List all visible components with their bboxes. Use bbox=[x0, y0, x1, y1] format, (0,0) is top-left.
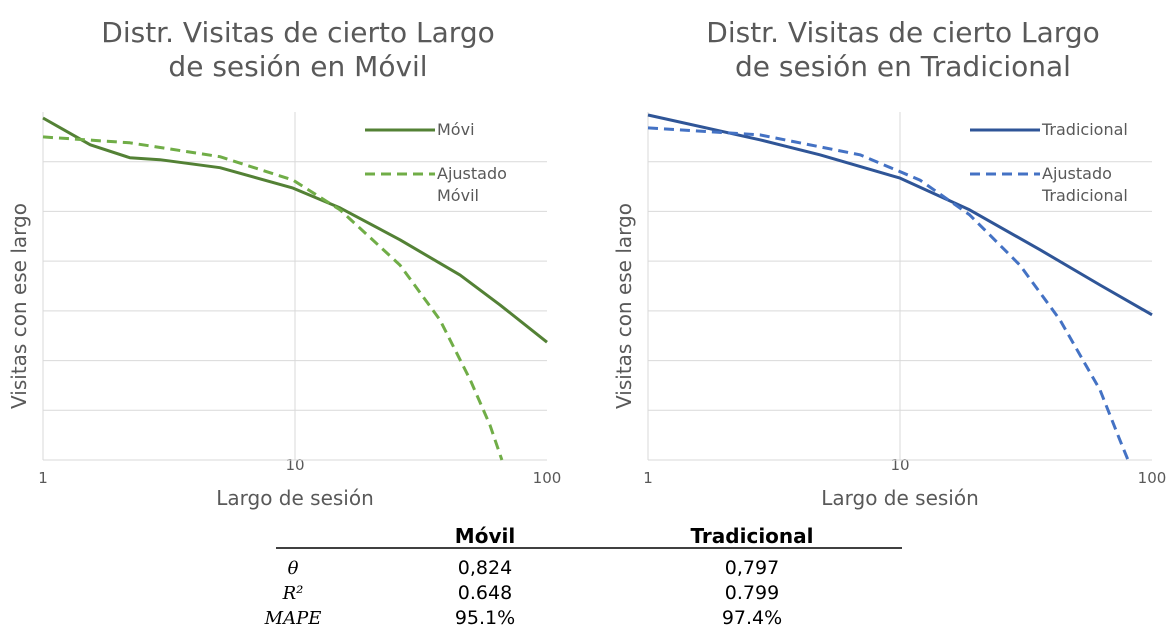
table-cell: 0.648 bbox=[458, 582, 512, 604]
table-cell: 95.1% bbox=[455, 607, 515, 629]
table-header: Tradicional bbox=[690, 524, 813, 548]
x-tick-label: 10 bbox=[285, 456, 304, 474]
chart-title: Distr. Visitas de cierto Largo bbox=[101, 16, 494, 49]
x-axis-label: Largo de sesión bbox=[821, 486, 979, 510]
legend-label: Móvi bbox=[437, 120, 475, 139]
y-axis-label: Visitas con ese largo bbox=[612, 203, 636, 409]
chart-title: Distr. Visitas de cierto Largo bbox=[706, 16, 1099, 49]
chart-title: de sesión en Móvil bbox=[168, 50, 427, 83]
row-label: MAPE bbox=[264, 608, 322, 629]
x-tick-label: 100 bbox=[1138, 469, 1167, 487]
y-axis-label: Visitas con ese largo bbox=[7, 203, 31, 409]
x-tick-label: 1 bbox=[643, 469, 653, 487]
table-header: Móvil bbox=[455, 524, 515, 548]
x-axis-label: Largo de sesión bbox=[216, 486, 374, 510]
series-line bbox=[42, 116, 548, 344]
chart-title: de sesión en Tradicional bbox=[735, 50, 1071, 83]
legend-label: Tradicional bbox=[1041, 120, 1128, 139]
series-line bbox=[647, 126, 1130, 461]
results-table: Móvil Tradicional θ 0,824 0,797 R² 0.648 0.799 M… bbox=[264, 524, 902, 629]
x-tick-label: 100 bbox=[533, 469, 562, 487]
x-tick-label: 10 bbox=[890, 456, 909, 474]
table-cell: 0,824 bbox=[458, 557, 512, 579]
legend-label: Ajustado Tradicional bbox=[1041, 164, 1128, 205]
series-line bbox=[647, 113, 1153, 317]
table-cell: 0.799 bbox=[725, 582, 779, 604]
row-label: θ bbox=[288, 558, 299, 579]
x-tick-label: 1 bbox=[38, 469, 48, 487]
table-cell: 97.4% bbox=[722, 607, 782, 629]
legend-label: Ajustado Móvil bbox=[437, 164, 507, 205]
table-cell: 0,797 bbox=[725, 557, 779, 579]
row-label: R² bbox=[282, 583, 304, 604]
series-line bbox=[42, 135, 504, 461]
